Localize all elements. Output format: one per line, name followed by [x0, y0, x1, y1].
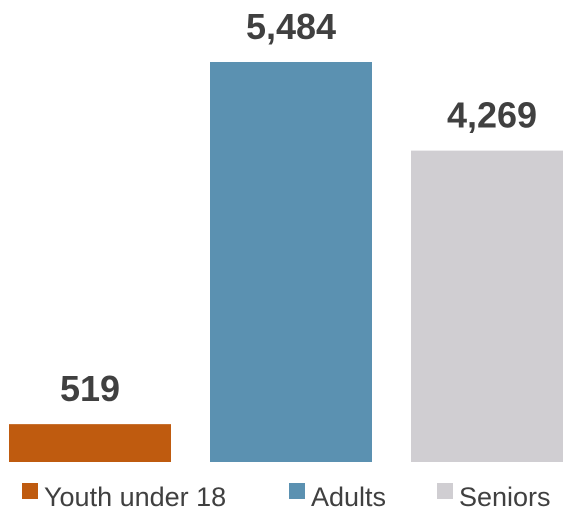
legend-label-youth-under-18: Youth under 18 — [44, 482, 226, 511]
value-labels-group: 519 5,484 4,269 — [60, 6, 537, 409]
legend-swatch-seniors — [437, 483, 453, 499]
legend-swatch-youth-under-18 — [22, 483, 38, 499]
value-label-adults: 5,484 — [246, 6, 336, 47]
value-label-youth-under-18: 519 — [60, 368, 120, 409]
bar-adults — [210, 62, 372, 462]
legend-label-seniors: Seniors — [459, 482, 551, 511]
legend: Youth under 18 Adults Seniors — [22, 482, 551, 511]
legend-label-adults: Adults — [311, 482, 386, 511]
value-label-seniors: 4,269 — [447, 95, 537, 136]
legend-swatch-adults — [289, 483, 305, 499]
bar-seniors — [411, 150, 563, 462]
bars-group — [9, 62, 563, 462]
bar-youth-under-18 — [9, 424, 171, 462]
